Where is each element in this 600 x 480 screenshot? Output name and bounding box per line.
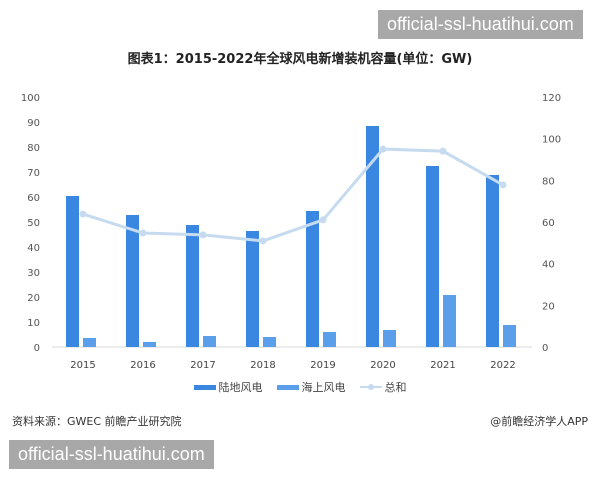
legend-item-total: 总和 (359, 379, 407, 395)
point-total (79, 210, 87, 218)
point-total (139, 229, 147, 237)
y-right-tick-label: 20 (542, 301, 555, 312)
point-total (259, 237, 267, 245)
point-total (379, 145, 387, 153)
y-right-tick-label: 120 (542, 93, 561, 104)
y-left-tick-label: 50 (27, 218, 40, 229)
bar-offshore (383, 330, 396, 347)
legend-label: 海上风电 (301, 381, 346, 394)
credit: @前瞻经济学人APP (490, 415, 588, 428)
y-left-tick-label: 100 (21, 93, 40, 104)
watermark-bottom: official-ssl-huatihui.com (9, 440, 214, 469)
legend-label: 陆地风电 (218, 381, 263, 394)
legend-swatch (193, 384, 216, 390)
point-total (439, 147, 447, 155)
bar-onshore (126, 215, 139, 347)
y-right-tick-label: 100 (542, 135, 561, 146)
x-tick-label: 2022 (490, 360, 515, 371)
watermark-top: official-ssl-huatihui.com (378, 10, 583, 39)
chart-title: 图表1：2015-2022年全球风电新增装机容量(单位：GW) (127, 52, 473, 67)
point-total (319, 216, 327, 224)
legend-item-onshore: 陆地风电 (193, 379, 263, 395)
y-right-tick-label: 60 (542, 218, 555, 229)
bar-onshore (486, 175, 499, 347)
y-left-tick-label: 70 (27, 168, 40, 179)
x-tick-label: 2018 (250, 360, 275, 371)
x-tick-label: 2015 (70, 360, 95, 371)
x-tick-label: 2019 (310, 360, 335, 371)
source-note: 资料来源：GWEC 前瞻产业研究院 (12, 415, 182, 428)
bar-offshore (323, 332, 336, 347)
bar-offshore (263, 337, 276, 347)
y-left-tick-label: 90 (27, 118, 40, 129)
bar-onshore (426, 166, 439, 347)
bar-onshore (366, 126, 379, 347)
y-left-tick-label: 10 (27, 318, 40, 329)
x-tick-label: 2021 (430, 360, 455, 371)
bar-onshore (186, 225, 199, 347)
legend: 陆地风电 海上风电 总和 (0, 379, 600, 395)
y-left-tick-label: 20 (27, 293, 40, 304)
y-left-tick-label: 80 (27, 143, 40, 154)
x-tick-label: 2020 (370, 360, 395, 371)
y-left-tick-label: 60 (27, 193, 40, 204)
bar-onshore (306, 211, 319, 347)
line-total (82, 147, 504, 243)
y-right-tick-label: 40 (542, 260, 555, 271)
legend-swatch (276, 384, 299, 390)
bar-offshore (83, 338, 96, 347)
x-tick-label: 2016 (130, 360, 155, 371)
point-total (499, 181, 507, 189)
bar-onshore (246, 231, 259, 347)
x-tick-label: 2017 (190, 360, 215, 371)
point-total (199, 231, 207, 239)
bar-onshore (66, 196, 79, 347)
y-right-tick-label: 0 (542, 343, 548, 354)
bar-offshore (503, 325, 516, 347)
bar-offshore (143, 342, 156, 347)
legend-item-offshore: 海上风电 (276, 379, 346, 395)
y-left-tick-label: 40 (27, 243, 40, 254)
y-left-tick-label: 0 (34, 343, 40, 354)
legend-label: 总和 (384, 381, 407, 394)
bar-offshore (443, 295, 456, 347)
legend-swatch (359, 384, 382, 390)
bar-offshore (203, 336, 216, 347)
y-left-tick-label: 30 (27, 268, 40, 279)
y-right-tick-label: 80 (542, 176, 555, 187)
